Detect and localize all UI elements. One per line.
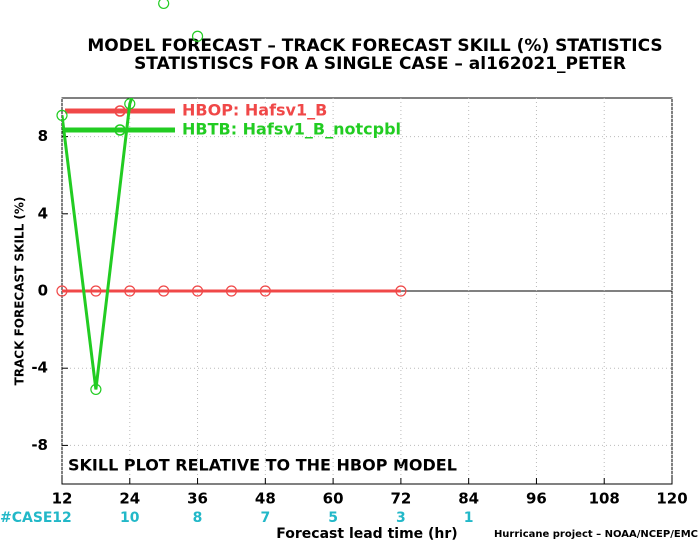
data-point <box>124 285 136 297</box>
x-tick-label: 12 <box>52 490 73 508</box>
data-point <box>395 285 407 297</box>
x-tick-label: 84 <box>458 490 479 508</box>
x-tick-label: 72 <box>390 490 411 508</box>
data-point <box>124 98 136 110</box>
y-axis-label: TRACK FORECAST SKILL (%) <box>13 197 27 386</box>
data-point <box>56 109 68 121</box>
data-point <box>259 285 271 297</box>
case-count: 1 <box>464 510 474 526</box>
y-tick-label: -8 <box>31 436 48 454</box>
x-tick-label: 96 <box>526 490 547 508</box>
case-count: 10 <box>120 510 140 526</box>
data-point <box>191 285 204 297</box>
case-count: 8 <box>193 510 203 526</box>
x-tick-label: 36 <box>187 490 208 508</box>
case-count: 3 <box>396 510 406 526</box>
data-point <box>225 285 238 297</box>
y-tick-label: 4 <box>38 204 48 222</box>
y-tick-label: 8 <box>38 127 48 145</box>
chart-subtitle: STATISTISCS FOR A SINGLE CASE – al162021… <box>134 54 626 74</box>
data-point <box>158 0 170 10</box>
case-count: 12 <box>52 510 71 526</box>
data-point <box>90 383 102 396</box>
series-line <box>62 98 134 390</box>
annotation: SKILL PLOT RELATIVE TO THE HBOP MODEL <box>68 456 457 475</box>
legend-label: HBOP: Hafsv1_B <box>182 101 327 120</box>
legend-label: HBTB: Hafsv1_B_notcpbl <box>182 120 401 139</box>
x-axis-label: Forecast lead time (hr) <box>276 526 457 542</box>
case-count: 7 <box>260 510 270 526</box>
legend-marker <box>114 124 126 136</box>
x-tick-label: 108 <box>589 490 620 508</box>
chart-title: MODEL FORECAST – TRACK FORECAST SKILL (%… <box>87 36 662 56</box>
case-label: #CASE <box>0 510 53 526</box>
data-point <box>56 285 68 297</box>
data-point <box>90 285 102 297</box>
x-tick-label: 48 <box>255 490 276 508</box>
x-tick-label: 24 <box>119 490 140 508</box>
data-point <box>158 285 170 297</box>
y-tick-label: -4 <box>31 359 48 377</box>
credit: Hurricane project – NOAA/NCEP/EMC <box>494 529 698 540</box>
x-tick-label: 120 <box>656 490 687 508</box>
case-count: 5 <box>328 510 338 526</box>
y-tick-label: 0 <box>38 282 48 300</box>
legend-marker <box>114 105 126 117</box>
x-tick-label: 60 <box>323 490 344 508</box>
data-point <box>191 30 204 42</box>
